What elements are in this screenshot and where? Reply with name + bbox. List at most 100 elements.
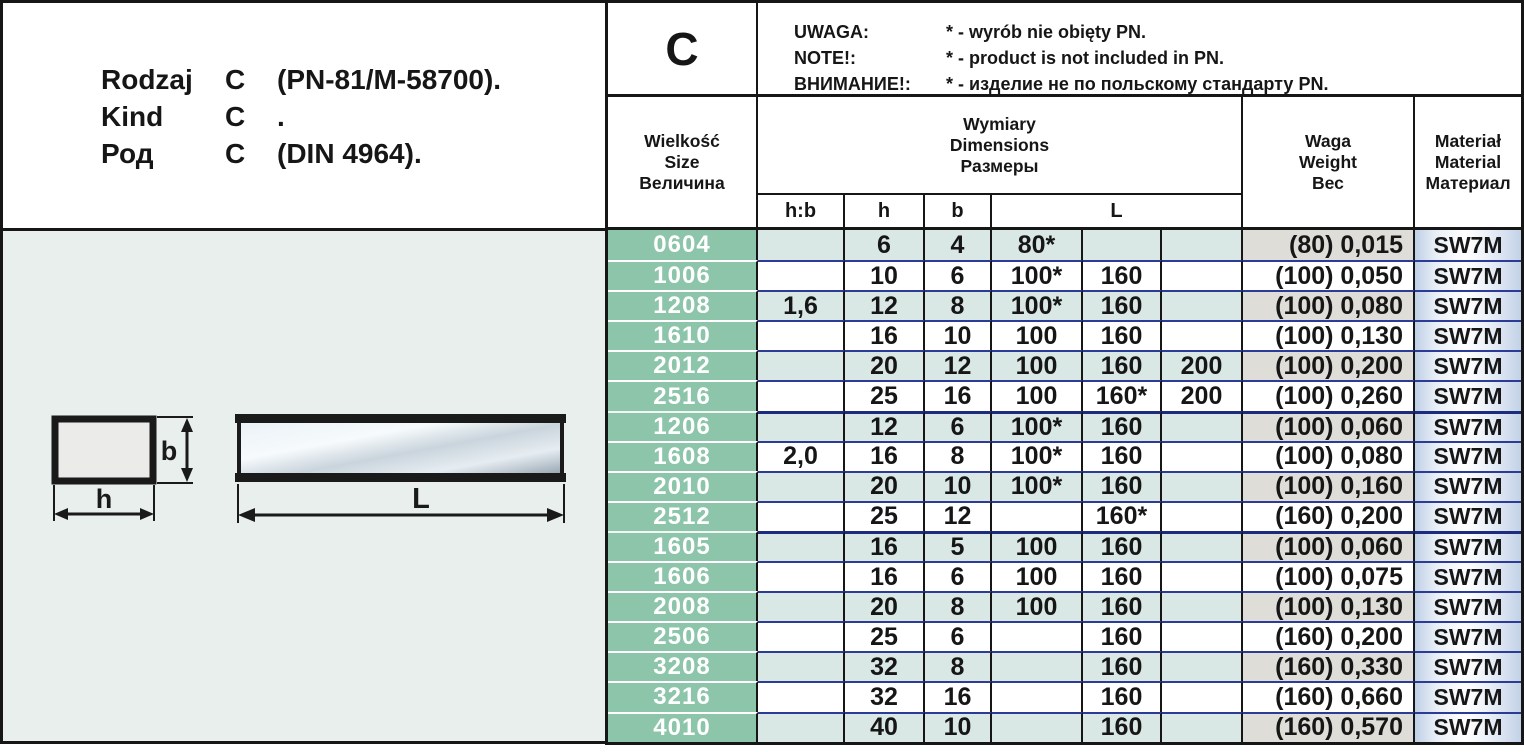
- dim-cell-hb: [758, 500, 845, 531]
- material-column-header: Materiał Material Материал: [1415, 97, 1521, 230]
- material-cell: SW7M: [1415, 651, 1521, 682]
- dim-cell-L3: [1162, 410, 1243, 441]
- dim-cell-hb: [758, 410, 845, 441]
- dim-cell-hb: [758, 561, 845, 592]
- kind-standard: (PN-81/M-58700).: [277, 64, 502, 95]
- dim-cell-L2: 160*: [1083, 500, 1162, 531]
- dim-cell-h: 25: [845, 500, 925, 531]
- dim-cell-L1: 100*: [992, 470, 1083, 501]
- material-cell: SW7M: [1415, 260, 1521, 291]
- h-label: h: [96, 484, 113, 514]
- weight-cell: (160) 0,200: [1243, 500, 1415, 531]
- bar-bottom-edge: [235, 473, 566, 482]
- diagram-panel: b h: [0, 231, 605, 744]
- weight-cell: (100) 0,080: [1243, 440, 1415, 471]
- bar-blank: [237, 416, 564, 480]
- material-cell: SW7M: [1415, 711, 1521, 742]
- dim-cell-b: 8: [925, 651, 992, 682]
- dim-cell-L3: [1162, 561, 1243, 592]
- material-cell: SW7M: [1415, 470, 1521, 501]
- weight-cell: (160) 0,200: [1243, 621, 1415, 652]
- dim-cell-L1: 100*: [992, 260, 1083, 291]
- dim-cell-L3: [1162, 260, 1243, 291]
- dim-cell-b: 6: [925, 621, 992, 652]
- kind-letter: C: [225, 101, 246, 132]
- dim-cell-L1: [992, 681, 1083, 712]
- dim-cell-L1: 80*: [992, 230, 1083, 261]
- size-cell: 2512: [608, 500, 758, 531]
- dim-cell-hb: [758, 260, 845, 291]
- dim-cell-b: 8: [925, 440, 992, 471]
- h-arrowhead-left: [54, 508, 68, 520]
- dim-cell-h: 16: [845, 320, 925, 351]
- dim-cell-hb: 2,0: [758, 440, 845, 471]
- dim-cell-L3: [1162, 711, 1243, 742]
- size-cell: 1605: [608, 530, 758, 562]
- dim-cell-L1: 100: [992, 591, 1083, 622]
- weight-cell: (100) 0,130: [1243, 591, 1415, 622]
- dim-cell-b: 6: [925, 410, 992, 441]
- dim-cell-b: 8: [925, 290, 992, 321]
- dim-cell-b: 10: [925, 711, 992, 742]
- size-cell: 0604: [608, 230, 758, 261]
- size-cell: 2012: [608, 350, 758, 381]
- kind-row: Род C (DIN 4964).: [101, 135, 501, 172]
- size-cell: 3208: [608, 651, 758, 682]
- dim-cell-h: 20: [845, 470, 925, 501]
- dim-cell-h: 10: [845, 260, 925, 291]
- dim-cell-hb: [758, 350, 845, 381]
- dim-cell-L1: 100: [992, 380, 1083, 411]
- dim-cell-hb: [758, 621, 845, 652]
- dim-cell-hb: [758, 380, 845, 411]
- note-line: NOTE!: * - product is not included in PN.: [794, 45, 1521, 71]
- material-cell: SW7M: [1415, 350, 1521, 381]
- dim-cell-hb: [758, 470, 845, 501]
- dim-cell-hb: [758, 230, 845, 261]
- kind-letter: C: [225, 64, 246, 95]
- material-cell: SW7M: [1415, 290, 1521, 321]
- dim-cell-b: 4: [925, 230, 992, 261]
- kind-standard-box: Rodzaj C (PN-81/M-58700). Kind C. Род C (DIN 49…: [0, 0, 605, 231]
- dim-cell-L3: 200: [1162, 380, 1243, 411]
- L-arrowhead-left: [238, 508, 255, 522]
- material-cell: SW7M: [1415, 320, 1521, 351]
- dim-cell-L3: [1162, 470, 1243, 501]
- h-arrowhead-right: [140, 508, 154, 520]
- size-cell: 3216: [608, 681, 758, 712]
- dim-cell-L1: 100*: [992, 290, 1083, 321]
- dimensions-column-header: Wymiary Dimensions Размеры: [758, 97, 1243, 195]
- dim-cell-h: 12: [845, 290, 925, 321]
- dim-cell-L3: [1162, 621, 1243, 652]
- dim-cell-L3: 200: [1162, 350, 1243, 381]
- material-cell: SW7M: [1415, 561, 1521, 592]
- dim-cell-L2: 160: [1083, 290, 1162, 321]
- b-arrowhead-top: [181, 418, 193, 432]
- h-column-header: h: [845, 195, 925, 230]
- dim-cell-h: 40: [845, 711, 925, 742]
- note-label: ВНИМАНИЕ!:: [794, 74, 911, 94]
- dim-cell-h: 16: [845, 530, 925, 562]
- dim-cell-L2: 160: [1083, 320, 1162, 351]
- weight-cell: (100) 0,260: [1243, 380, 1415, 411]
- dim-cell-h: 25: [845, 621, 925, 652]
- weight-cell: (80) 0,015: [1243, 230, 1415, 261]
- dim-cell-h: 32: [845, 651, 925, 682]
- dim-cell-L1: [992, 651, 1083, 682]
- dim-cell-L1: 100: [992, 561, 1083, 592]
- weight-cell: (160) 0,570: [1243, 711, 1415, 742]
- dim-cell-hb: 1,6: [758, 290, 845, 321]
- kind-label: Род: [101, 138, 154, 169]
- note-label: NOTE!:: [794, 48, 856, 68]
- dim-cell-b: 16: [925, 681, 992, 712]
- cross-section-rect: [51, 415, 157, 485]
- dim-cell-L2: 160: [1083, 410, 1162, 441]
- material-cell: SW7M: [1415, 621, 1521, 652]
- b-arrowhead-bottom: [181, 468, 193, 482]
- dim-cell-b: 10: [925, 320, 992, 351]
- weight-column-header: Waga Weight Вес: [1243, 97, 1415, 230]
- dim-cell-L1: 100: [992, 350, 1083, 381]
- weight-cell: (100) 0,160: [1243, 470, 1415, 501]
- size-cell: 2516: [608, 380, 758, 411]
- dim-cell-L2: 160: [1083, 561, 1162, 592]
